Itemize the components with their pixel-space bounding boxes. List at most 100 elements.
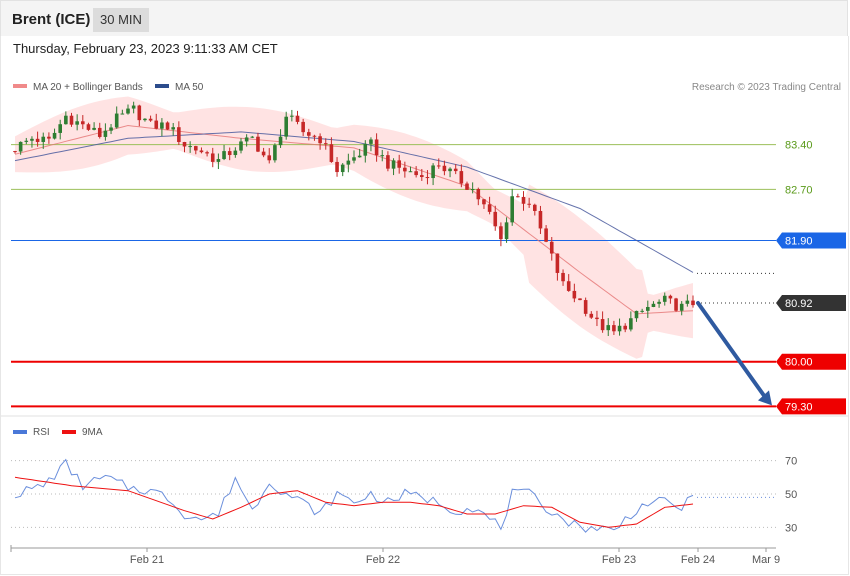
- candle-body: [120, 113, 125, 115]
- chart-header: Brent (ICE) 30 MIN: [0, 0, 848, 36]
- candle-body: [352, 157, 356, 161]
- candle-body: [640, 310, 644, 312]
- candle-body: [612, 325, 616, 332]
- candle-body: [24, 140, 29, 142]
- credit-text: Research © 2023 Trading Central: [692, 82, 841, 93]
- candle: [278, 129, 283, 148]
- candle-body: [307, 132, 311, 136]
- rsi-line: [14, 458, 694, 533]
- candle: [386, 151, 390, 172]
- forecast-arrow-shaft: [696, 301, 768, 401]
- candle-body: [346, 160, 351, 165]
- candle: [640, 308, 644, 313]
- candle-body: [239, 141, 243, 151]
- candle-body: [549, 241, 554, 254]
- candle: [64, 111, 68, 125]
- candle: [431, 163, 435, 186]
- candle: [589, 311, 594, 319]
- candle: [35, 131, 40, 147]
- candle-body: [420, 175, 424, 178]
- candle-body: [459, 171, 464, 184]
- candle-body: [691, 300, 695, 306]
- candle: [120, 109, 125, 115]
- candle-body: [205, 152, 209, 154]
- candle-body: [476, 189, 481, 200]
- candle: [205, 150, 209, 157]
- level-label: 80.00: [785, 357, 813, 369]
- x-tick-label: Mar 9: [752, 554, 780, 566]
- candle: [617, 318, 622, 336]
- ma9-legend-swatch: [62, 430, 76, 434]
- candle: [606, 318, 611, 336]
- candle: [380, 149, 385, 162]
- candle-body: [662, 295, 667, 302]
- candle: [47, 132, 51, 144]
- candle: [41, 132, 46, 149]
- ma20-legend-swatch: [13, 84, 27, 88]
- candle: [595, 310, 599, 327]
- candle-body: [64, 115, 68, 125]
- candle: [527, 197, 531, 208]
- candle: [583, 297, 588, 317]
- ma50-legend-swatch: [155, 84, 169, 88]
- candle: [335, 157, 339, 177]
- level-label: 80.92: [785, 298, 813, 310]
- candle-body: [261, 151, 266, 156]
- candle: [369, 137, 373, 152]
- candle-body: [482, 199, 486, 205]
- candle: [114, 106, 119, 129]
- candle-body: [210, 153, 215, 162]
- x-tick-label: Feb 24: [681, 554, 715, 566]
- candle: [516, 193, 520, 198]
- candle-body: [363, 143, 368, 156]
- candle-body: [278, 136, 283, 146]
- candle: [290, 109, 294, 122]
- candle: [685, 294, 690, 307]
- x-axis: Feb 21 Feb 22 Feb 23 Feb 24 Mar 9: [10, 545, 780, 566]
- candle-body: [369, 139, 373, 144]
- candle-body: [623, 325, 627, 330]
- candle: [81, 115, 85, 130]
- candle: [612, 320, 616, 335]
- candle: [216, 153, 221, 170]
- candle: [459, 164, 464, 188]
- candle: [646, 300, 650, 318]
- price-levels: [11, 144, 776, 408]
- candle-body: [290, 115, 294, 117]
- candle-body: [414, 171, 418, 176]
- instrument-title: Brent (ICE): [12, 11, 91, 28]
- bollinger-band: [15, 96, 693, 359]
- candle-body: [544, 228, 548, 242]
- candle-body: [668, 295, 673, 299]
- candle-body: [606, 325, 611, 331]
- candle: [679, 301, 684, 316]
- candle: [374, 133, 379, 162]
- candle: [126, 104, 130, 115]
- interval-badge[interactable]: 30 MIN: [93, 8, 149, 32]
- candle-body: [143, 118, 147, 121]
- candle-body: [634, 310, 639, 319]
- ma20-legend-label: MA 20 + Bollinger Bands: [33, 82, 143, 93]
- candle: [109, 123, 113, 135]
- candle: [533, 203, 537, 216]
- candle-body: [256, 136, 260, 152]
- candle: [408, 166, 413, 173]
- candle-body: [504, 222, 509, 240]
- candle: [18, 141, 23, 155]
- candle-body: [188, 146, 192, 148]
- candle: [323, 138, 328, 150]
- candle: [465, 181, 469, 191]
- rsi-ma-line: [14, 476, 694, 528]
- level-label-box: [776, 353, 846, 370]
- candle: [674, 297, 678, 312]
- rsi-legend-label: RSI: [33, 427, 50, 438]
- candles: [13, 101, 695, 336]
- level-label-box: [776, 295, 846, 312]
- candle: [623, 323, 627, 333]
- candle: [58, 119, 62, 140]
- candle-body: [583, 300, 588, 314]
- candle-body: [685, 300, 690, 304]
- candle-body: [465, 183, 469, 190]
- candle: [307, 128, 311, 141]
